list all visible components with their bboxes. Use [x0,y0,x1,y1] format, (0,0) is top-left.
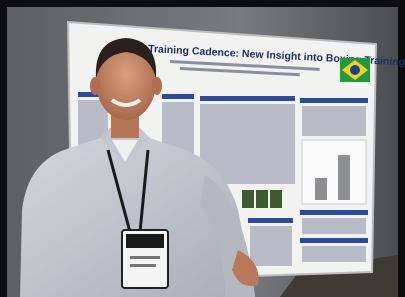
flag-circle [350,65,360,75]
badge-header [126,234,164,248]
poster-bar [338,155,350,200]
poster-chart [302,140,366,204]
page: Training Cadence: New Insight into Boxin… [0,0,405,297]
poster-photos [242,190,282,208]
photo: Training Cadence: New Insight into Boxin… [0,0,405,297]
badge-line [130,256,160,259]
ear [90,77,100,95]
poster-bar [315,178,327,200]
badge-line [130,264,156,267]
ear [152,77,162,95]
